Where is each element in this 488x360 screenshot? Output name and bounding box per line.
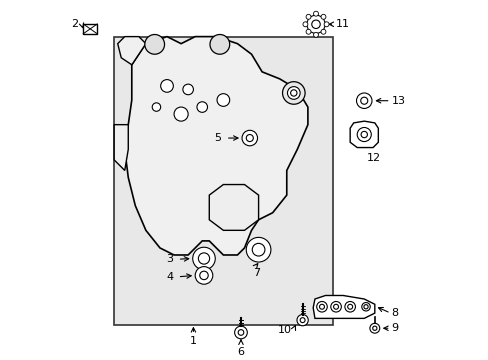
Circle shape — [303, 22, 307, 27]
Bar — [83, 24, 97, 34]
Circle shape — [174, 107, 188, 121]
Polygon shape — [209, 185, 258, 230]
Circle shape — [313, 32, 318, 37]
Circle shape — [290, 90, 296, 96]
Text: 12: 12 — [366, 153, 381, 163]
Circle shape — [209, 35, 229, 54]
Circle shape — [305, 29, 310, 34]
Text: 2: 2 — [71, 19, 78, 29]
Text: 9: 9 — [391, 323, 398, 333]
Circle shape — [363, 305, 367, 309]
Polygon shape — [349, 121, 378, 148]
Circle shape — [296, 315, 307, 326]
Text: 4: 4 — [166, 272, 173, 282]
Circle shape — [144, 35, 164, 54]
Circle shape — [242, 130, 257, 146]
Circle shape — [360, 131, 366, 138]
Text: 1: 1 — [189, 336, 197, 346]
Circle shape — [313, 11, 318, 16]
Circle shape — [200, 271, 208, 280]
Circle shape — [320, 14, 325, 19]
Circle shape — [192, 247, 215, 270]
Circle shape — [347, 304, 352, 309]
Circle shape — [344, 301, 355, 312]
Circle shape — [316, 301, 326, 312]
Circle shape — [306, 15, 325, 33]
Text: 10: 10 — [278, 325, 291, 335]
Circle shape — [356, 93, 371, 108]
Circle shape — [217, 94, 229, 106]
Circle shape — [360, 97, 367, 104]
Circle shape — [319, 304, 324, 309]
Circle shape — [252, 243, 264, 256]
Circle shape — [324, 22, 328, 27]
Circle shape — [369, 323, 379, 333]
Circle shape — [361, 302, 369, 311]
Circle shape — [372, 326, 376, 330]
Circle shape — [238, 330, 244, 335]
Circle shape — [282, 82, 305, 104]
Polygon shape — [124, 37, 307, 255]
Text: 5: 5 — [214, 133, 221, 143]
Text: 6: 6 — [237, 347, 244, 357]
Circle shape — [197, 102, 207, 112]
Circle shape — [198, 253, 209, 264]
Circle shape — [333, 304, 338, 309]
Circle shape — [287, 87, 300, 99]
Polygon shape — [312, 296, 374, 318]
Circle shape — [246, 135, 253, 141]
Circle shape — [311, 20, 320, 28]
Text: 7: 7 — [253, 268, 260, 278]
Circle shape — [300, 318, 305, 323]
Circle shape — [320, 29, 325, 34]
Circle shape — [246, 237, 270, 262]
Circle shape — [161, 80, 173, 92]
Bar — [114, 37, 332, 325]
Circle shape — [356, 127, 370, 141]
Circle shape — [183, 84, 193, 95]
Text: 11: 11 — [335, 19, 348, 29]
Circle shape — [152, 103, 161, 111]
Circle shape — [195, 267, 212, 284]
Circle shape — [305, 14, 310, 19]
Text: 3: 3 — [166, 254, 173, 264]
Text: 13: 13 — [391, 96, 405, 106]
Circle shape — [234, 326, 247, 339]
Text: 8: 8 — [391, 308, 398, 318]
Circle shape — [330, 301, 341, 312]
Polygon shape — [114, 125, 128, 170]
Polygon shape — [118, 37, 145, 65]
